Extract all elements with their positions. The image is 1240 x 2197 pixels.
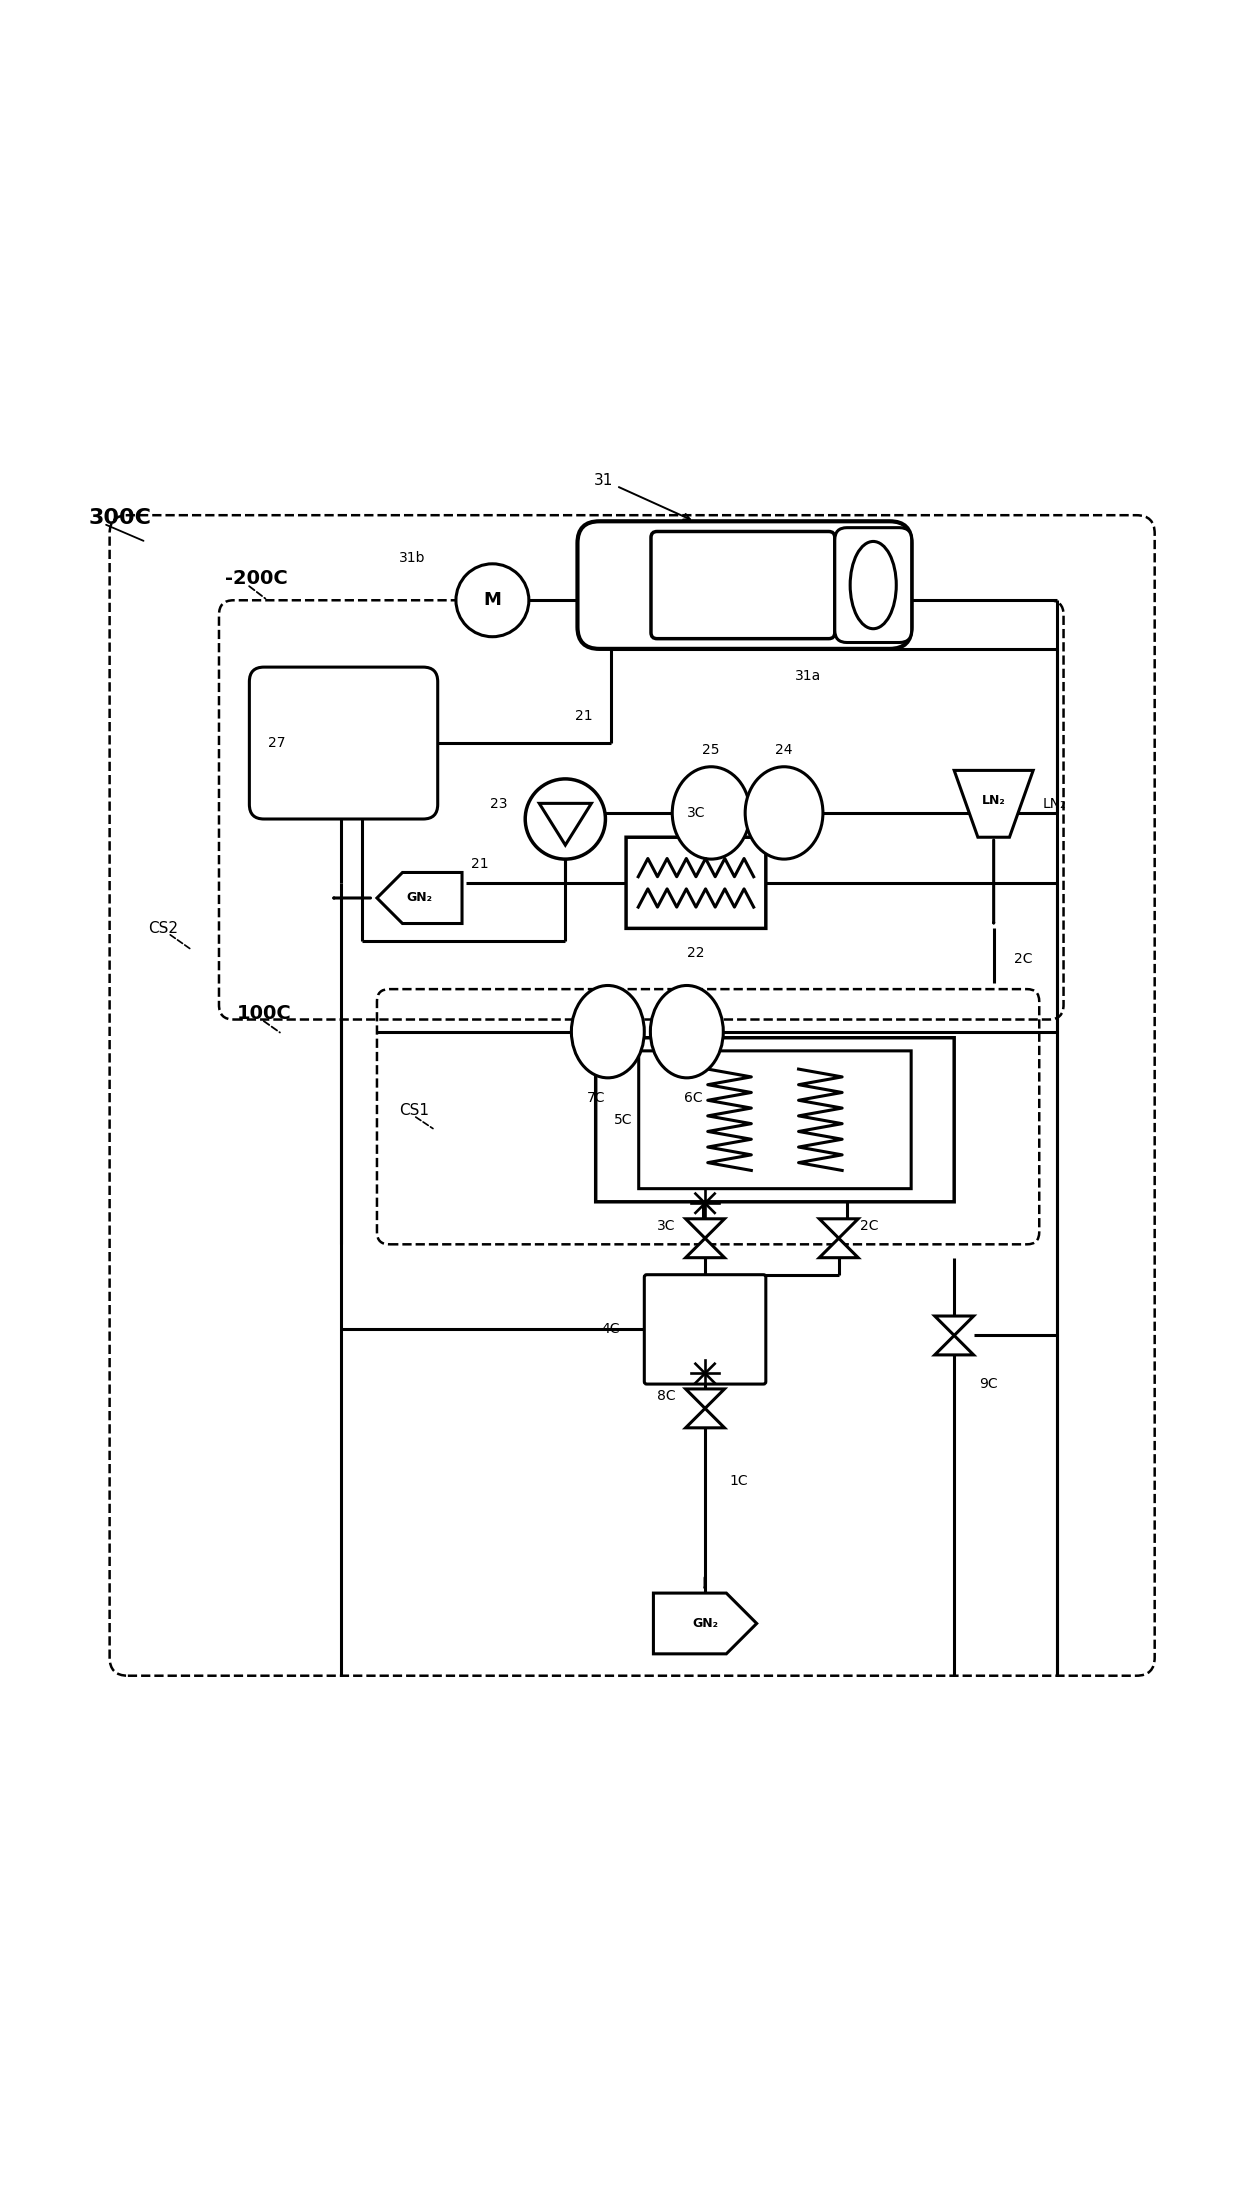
Text: 300C: 300C — [89, 508, 153, 527]
Text: LN₂: LN₂ — [1043, 798, 1066, 811]
FancyBboxPatch shape — [626, 837, 766, 929]
Ellipse shape — [672, 767, 750, 859]
Polygon shape — [539, 804, 591, 846]
Polygon shape — [377, 872, 463, 923]
FancyBboxPatch shape — [595, 1037, 954, 1202]
Polygon shape — [686, 1239, 724, 1257]
Text: 7C: 7C — [587, 1092, 605, 1105]
FancyBboxPatch shape — [651, 532, 835, 639]
Text: 100C: 100C — [237, 1004, 291, 1024]
Ellipse shape — [851, 540, 897, 628]
Text: 31: 31 — [594, 472, 689, 518]
Text: 31a: 31a — [795, 668, 821, 683]
FancyBboxPatch shape — [645, 1274, 766, 1384]
Text: 4C: 4C — [601, 1323, 620, 1336]
Polygon shape — [686, 1389, 724, 1408]
Text: 21: 21 — [471, 857, 489, 870]
Text: GN₂: GN₂ — [692, 1617, 718, 1630]
Text: 3C: 3C — [687, 806, 706, 819]
Text: CS2: CS2 — [149, 921, 179, 936]
Polygon shape — [935, 1316, 973, 1336]
Circle shape — [526, 780, 605, 859]
Text: GN₂: GN₂ — [407, 892, 433, 905]
Polygon shape — [820, 1219, 858, 1239]
Text: 3C: 3C — [657, 1219, 676, 1233]
Text: 2C: 2C — [859, 1219, 878, 1233]
Text: 1C: 1C — [730, 1474, 749, 1487]
Text: 21: 21 — [575, 710, 593, 723]
Ellipse shape — [572, 986, 645, 1079]
Text: M: M — [484, 591, 501, 609]
Polygon shape — [954, 771, 1033, 837]
Text: 8C: 8C — [657, 1389, 676, 1404]
Polygon shape — [686, 1219, 724, 1239]
Text: LN₂: LN₂ — [982, 793, 1006, 806]
Polygon shape — [935, 1336, 973, 1356]
Text: 22: 22 — [687, 945, 704, 960]
Text: 24: 24 — [775, 743, 792, 756]
Text: 23: 23 — [490, 798, 507, 811]
Text: 5C: 5C — [614, 1112, 632, 1127]
Polygon shape — [686, 1408, 724, 1428]
Text: 31b: 31b — [399, 551, 425, 565]
Text: 2C: 2C — [1014, 951, 1033, 967]
FancyBboxPatch shape — [578, 521, 911, 648]
Polygon shape — [653, 1593, 756, 1654]
Ellipse shape — [650, 986, 723, 1079]
Text: 27: 27 — [268, 736, 285, 749]
Polygon shape — [820, 1239, 858, 1257]
Text: 6C: 6C — [683, 1092, 702, 1105]
Text: CS1: CS1 — [399, 1103, 429, 1118]
Ellipse shape — [745, 767, 823, 859]
FancyBboxPatch shape — [835, 527, 911, 642]
Text: -200C: -200C — [224, 569, 288, 589]
Text: 25: 25 — [702, 743, 720, 756]
Circle shape — [456, 565, 528, 637]
FancyBboxPatch shape — [249, 668, 438, 819]
Text: 9C: 9C — [978, 1378, 997, 1391]
